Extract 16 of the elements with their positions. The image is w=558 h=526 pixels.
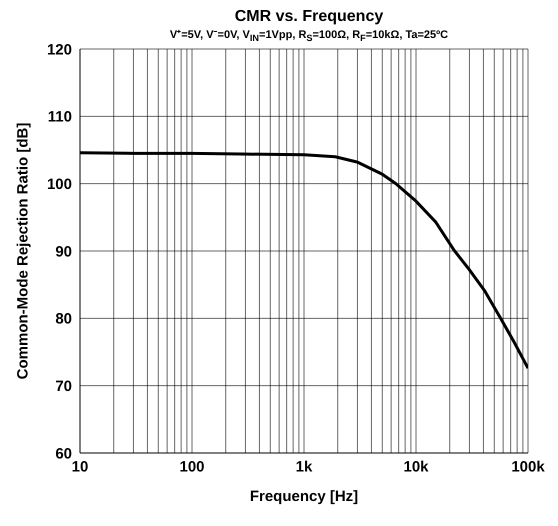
chart-title: CMR vs. Frequency [234,8,384,26]
y-tick-label: 60 [55,446,72,463]
x-tick-label: 10k [403,458,430,476]
x-tick-label: 100k [511,458,546,476]
y-tick-label: 110 [48,108,72,126]
x-tick-label: 1k [296,458,313,476]
y-tick-label: 70 [55,378,72,396]
y-tick-label: 90 [55,244,72,261]
y-tick-label: 120 [46,42,72,59]
x-tick-label: 10 [72,458,88,476]
y-tick-label: 100 [46,176,72,194]
x-tick-label: 100 [179,458,205,476]
chart-subtitle: V⁺=5V, V⁻=0V, V$_{IN}$=1Vpp, R$_{S}$=100Ω, R$_{F}$=10kΩ, Ta=25ºC [168,28,450,44]
y-axis-title: Common-Mode Rejection Ratio [dB] [14,122,32,380]
x-axis-title: Frequency [Hz] [250,488,358,506]
y-tick-label: 80 [55,310,72,328]
